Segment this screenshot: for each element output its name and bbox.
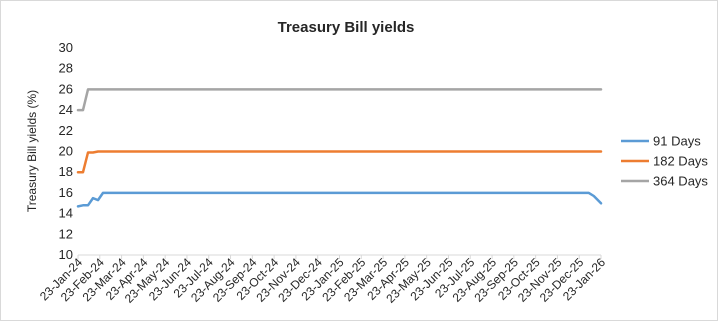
y-tick-label: 10: [59, 247, 73, 262]
series-line-91-days: [76, 191, 603, 208]
series-line-182-days: [76, 150, 603, 174]
chart-title: Treasury Bill yields: [278, 19, 415, 36]
x-axis: [77, 254, 602, 259]
y-tick-label: 18: [59, 164, 73, 179]
y-tick-label: 26: [59, 81, 73, 96]
y-tick-label: 12: [59, 226, 73, 241]
series-lines: [76, 88, 603, 208]
y-tick-label: 22: [59, 123, 73, 138]
y-tick-label: 14: [59, 206, 73, 221]
y-tick-label: 24: [59, 102, 73, 117]
y-tick-label: 20: [59, 144, 73, 159]
y-tick-label: 16: [59, 185, 73, 200]
legend-label: 91 Days: [653, 134, 701, 149]
y-axis-label: Treasury Bill yields (%): [25, 90, 39, 212]
y-tick-labels: 10 12 14 16 18 20 22 24 26 28 30: [59, 40, 73, 262]
series-line-364-days: [76, 88, 603, 112]
legend-label: 182 Days: [653, 154, 708, 169]
legend: 91 Days 182 Days 364 Days: [621, 134, 708, 189]
y-tick-label: 30: [59, 40, 73, 55]
x-tick-labels: 23-Jan-2423-Feb-2423-Mar-2423-Apr-2423-M…: [37, 255, 608, 306]
y-tick-label: 28: [59, 61, 73, 76]
legend-label: 364 Days: [653, 174, 708, 189]
